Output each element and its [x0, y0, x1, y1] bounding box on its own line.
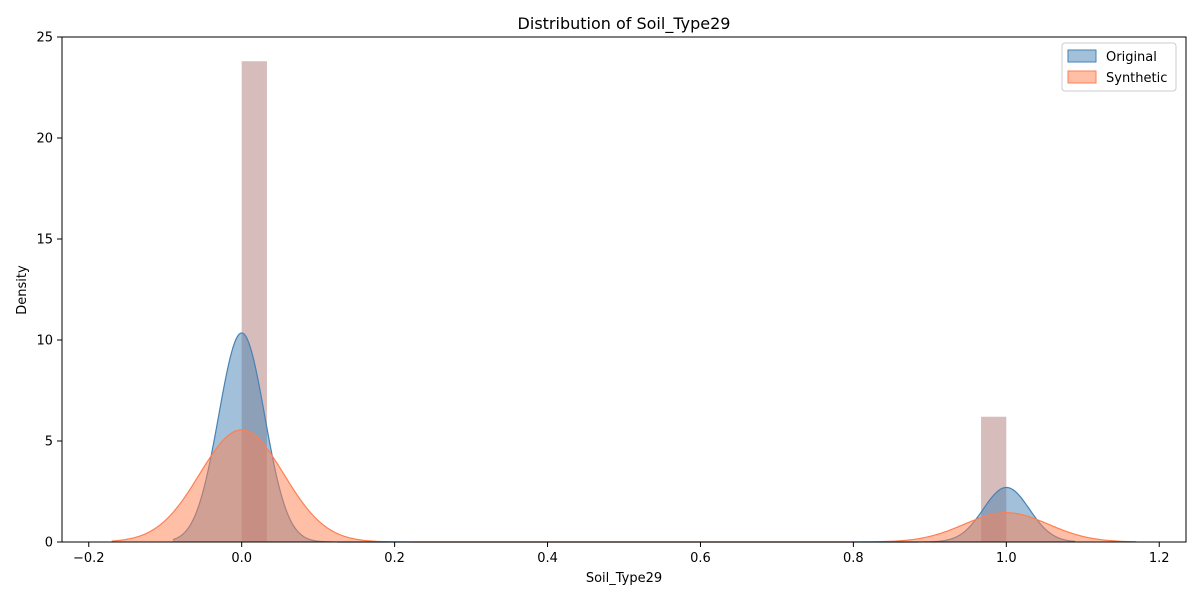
legend: Original Synthetic: [1061, 42, 1177, 92]
y-tick-label: 5: [45, 435, 53, 450]
x-tick-label: 0.2: [384, 551, 405, 566]
plot-frame: [61, 36, 1187, 543]
x-tick-label: 0.6: [690, 551, 711, 566]
y-tick-label: 15: [36, 233, 53, 248]
x-tick-label: 1.2: [1149, 551, 1170, 566]
y-axis-label: Density: [15, 265, 30, 315]
legend-label-original: Original: [1106, 50, 1157, 65]
x-tick-label: −0.2: [73, 551, 105, 566]
x-axis-label: Soil_Type29: [586, 571, 662, 586]
y-tick-label: 20: [36, 132, 53, 147]
legend-swatch-original: [1067, 49, 1097, 63]
chart-title: Distribution of Soil_Type29: [518, 14, 731, 34]
x-tick-label: 0.0: [231, 551, 252, 566]
x-axis: −0.2 0.0 0.2 0.4 0.6 0.8 1.0 1.2: [73, 542, 1170, 566]
legend-label-synthetic: Synthetic: [1106, 71, 1167, 86]
x-tick-label: 1.0: [996, 551, 1017, 566]
x-tick-label: 0.4: [537, 551, 558, 566]
legend-swatch-synthetic: [1067, 70, 1097, 84]
y-tick-label: 0: [45, 536, 53, 551]
y-tick-label: 10: [36, 334, 53, 349]
y-axis: 0 5 10 15 20 25: [36, 31, 62, 551]
x-tick-label: 0.8: [843, 551, 864, 566]
density-area-synthetic: [111, 429, 1137, 542]
y-tick-label: 25: [36, 31, 53, 46]
